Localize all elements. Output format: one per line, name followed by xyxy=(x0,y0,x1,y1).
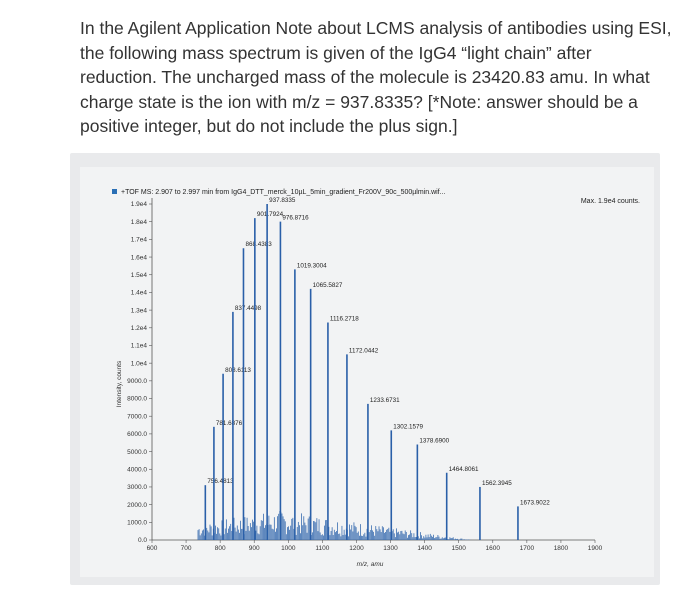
y-tick-label: 1.6e4 xyxy=(131,254,148,261)
x-tick-label: 800 xyxy=(215,545,226,552)
peak-label: 1464.8061 xyxy=(449,466,479,473)
y-tick-label: 6000.0 xyxy=(127,431,147,438)
spectrum-photo xyxy=(70,153,660,585)
peak-label: 976.8716 xyxy=(282,215,309,222)
y-tick-label: 1.2e4 xyxy=(131,325,148,332)
y-tick-label: 4000.0 xyxy=(127,466,147,473)
y-tick-label: 2000.0 xyxy=(127,502,147,509)
x-tick-label: 1500 xyxy=(451,545,466,552)
x-tick-label: 1000 xyxy=(281,545,296,552)
question-line: the following mass spectrum is given of … xyxy=(80,42,592,63)
y-tick-label: 5000.0 xyxy=(127,449,147,456)
y-tick-label: 1.0e4 xyxy=(131,360,148,367)
y-tick-label: 1.3e4 xyxy=(131,307,148,314)
peak-label: 1065.5827 xyxy=(313,282,343,289)
question-line: In the Agilent Application Note about LC… xyxy=(80,18,672,38)
y-tick-label: 1.9e4 xyxy=(131,201,148,208)
y-tick-label: 1.8e4 xyxy=(131,219,148,226)
y-tick-label: 1.5e4 xyxy=(131,272,148,279)
x-tick-label: 1800 xyxy=(554,545,569,552)
peak-label: 781.6876 xyxy=(216,420,243,427)
peak-label: 1172.0442 xyxy=(349,347,379,354)
y-tick-label: 8000.0 xyxy=(127,396,147,403)
x-tick-label: 1900 xyxy=(588,545,603,552)
x-tick-label: 900 xyxy=(249,545,260,552)
peak-label: 1673.9022 xyxy=(520,499,550,506)
y-tick-label: 0.0 xyxy=(138,537,147,544)
x-tick-label: 1400 xyxy=(417,545,432,552)
peak-label: 1302.1579 xyxy=(393,423,423,430)
x-tick-label: 1100 xyxy=(315,545,329,552)
x-tick-label: 1200 xyxy=(349,545,364,552)
peak-label: 901.7924 xyxy=(257,211,284,218)
peak-label: 756.4813 xyxy=(207,478,234,485)
x-axis-label: m/z, amu xyxy=(357,561,384,568)
y-tick-label: 3000.0 xyxy=(127,484,147,491)
peak-label: 937.8335 xyxy=(269,197,296,204)
peak-label: 1019.3004 xyxy=(297,262,327,269)
peak-label: 1378.6900 xyxy=(419,438,449,445)
max-counts-label: Max. 1.9e4 counts. xyxy=(581,198,640,205)
x-tick-label: 700 xyxy=(181,545,192,552)
peak-label: 868.4383 xyxy=(245,241,272,248)
peak-label: 837.4498 xyxy=(235,305,262,312)
x-tick-label: 1700 xyxy=(520,545,535,552)
question-line: charge state is the ion with m/z = 937.8… xyxy=(80,91,638,112)
spectrum-panel xyxy=(80,167,654,577)
y-tick-label: 1.1e4 xyxy=(131,343,148,350)
legend-swatch xyxy=(112,189,117,194)
y-tick-label: 7000.0 xyxy=(127,413,147,420)
x-tick-label: 1600 xyxy=(486,545,501,552)
peak-label: 1233.6731 xyxy=(370,397,400,404)
peak-label: 808.6113 xyxy=(225,367,251,374)
x-tick-label: 600 xyxy=(147,545,158,552)
y-axis-label: Intensity, counts xyxy=(116,360,123,407)
y-tick-label: 1000.0 xyxy=(127,520,147,527)
y-tick-label: 1.7e4 xyxy=(131,237,148,244)
peak-label: 1116.2718 xyxy=(330,315,359,322)
y-tick-label: 1.4e4 xyxy=(131,290,148,297)
question-line: positive integer, but do not include the… xyxy=(80,116,458,136)
peak-label: 1562.3945 xyxy=(482,480,512,487)
x-tick-label: 1300 xyxy=(383,545,398,552)
question-line: reduction. The uncharged mass of the mol… xyxy=(80,67,650,87)
question-text: In the Agilent Application Note about LC… xyxy=(80,16,680,139)
chart-title: +TOF MS: 2.907 to 2.997 min from IgG4_DT… xyxy=(121,189,446,196)
y-tick-label: 9000.0 xyxy=(127,378,147,385)
